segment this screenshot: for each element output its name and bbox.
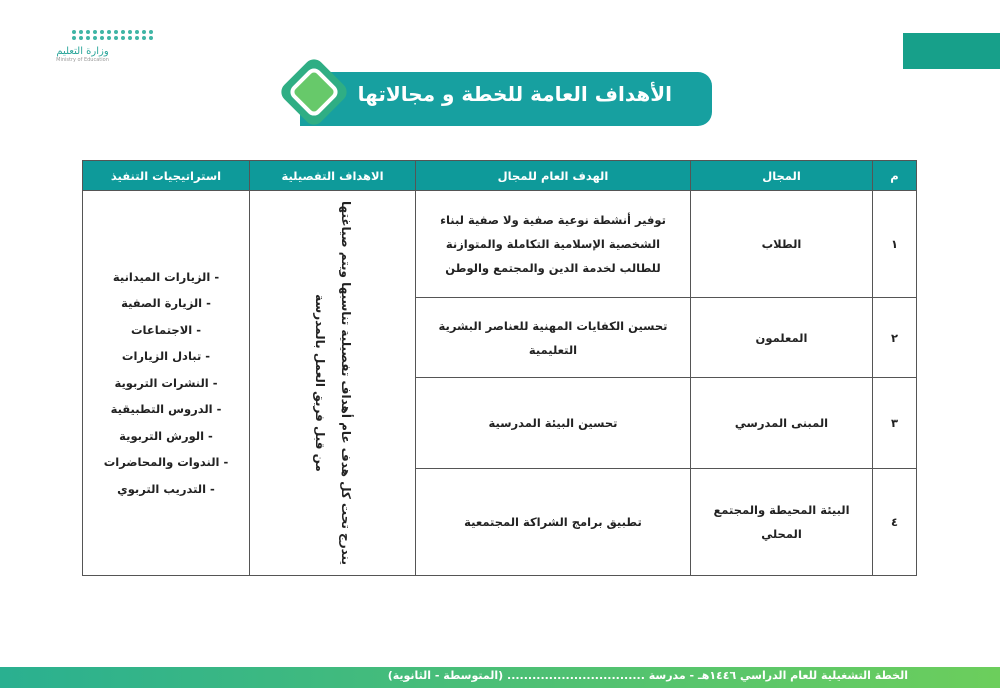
detailed-goals-text: يندرج تحت كل هدف عام أهداف تفصيلية تناسب…	[312, 201, 353, 565]
corner-decoration	[903, 33, 1000, 69]
row-domain: البيئة المحيطة والمجتمع المحلي	[690, 468, 873, 576]
footer-bar: الخطة التشغيلية للعام الدراسي ١٤٤٦هـ - م…	[0, 667, 1000, 688]
logo-text-en: Ministry of Education	[56, 57, 109, 63]
detailed-goals-cell: يندرج تحت كل هدف عام أهداف تفصيلية تناسب…	[249, 190, 416, 576]
strategy-item: - التدريب التربوي	[117, 481, 215, 496]
strategy-item: - الزيارة الصفية	[121, 296, 211, 311]
goals-table: م المجال الهدف العام للمجال الاهداف التف…	[82, 160, 917, 576]
header-detailed: الاهداف التفصيلية	[249, 160, 416, 191]
footer-text: الخطة التشغيلية للعام الدراسي ١٤٤٦هـ - م…	[387, 669, 908, 682]
table-row: ٤ البيئة المحيطة والمجتمع المحلي تطبيق ب…	[83, 468, 917, 576]
header-domain: المجال	[690, 160, 873, 191]
row-num: ١	[872, 190, 917, 298]
strategy-item: - الزيارات الميدانية	[112, 269, 220, 284]
table-header-row: م المجال الهدف العام للمجال الاهداف التف…	[82, 160, 917, 191]
row-num: ٤	[872, 468, 917, 576]
row-domain: المبنى المدرسي	[690, 377, 873, 469]
strategies-cell: - الزيارات الميدانية - الزيارة الصفية - …	[82, 190, 250, 576]
strategy-item: - تبادل الزيارات	[121, 349, 211, 364]
page-title: الأهداف العامة للخطة و مجالاتها	[357, 82, 672, 106]
header-num: م	[872, 160, 917, 191]
strategy-item: - النشرات التربوية	[114, 375, 218, 390]
logo-dots-icon	[72, 30, 153, 40]
row-goal: تحسين الكفايات المهنية للعناصر البشرية ا…	[415, 297, 691, 378]
row-num: ٢	[872, 297, 917, 378]
strategy-item: - الورش التربوية	[119, 428, 213, 443]
table-row: ٢ المعلمون تحسين الكفايات المهنية للعناص…	[83, 297, 917, 378]
row-num: ٣	[872, 377, 917, 469]
row-goal: تحسين البيئة المدرسية	[415, 377, 691, 469]
title-banner: الأهداف العامة للخطة و مجالاتها	[300, 72, 712, 126]
row-goal: توفير أنشطة نوعية صفية ولا صفية لبناء ال…	[415, 190, 691, 298]
row-goal: تطبيق برامج الشراكة المجتمعية	[415, 468, 691, 576]
logo-text-ar: وزارة التعليم	[56, 46, 109, 57]
row-domain: الطلاب	[690, 190, 873, 298]
table-row: ٣ المبنى المدرسي تحسين البيئة المدرسية	[83, 377, 917, 469]
ministry-logo: وزارة التعليم Ministry of Education	[40, 30, 153, 80]
row-domain: المعلمون	[690, 297, 873, 378]
table-row: ١ الطلاب توفير أنشطة نوعية صفية ولا صفية…	[82, 190, 917, 576]
strategy-item: - الندوات والمحاضرات	[103, 455, 229, 470]
header-goal: الهدف العام للمجال	[415, 160, 691, 191]
header-strategies: استراتيجيات التنفيذ	[82, 160, 250, 191]
strategy-item: - الدروس التطبيقية	[110, 402, 222, 417]
strategy-item: - الاجتماعات	[130, 322, 202, 337]
